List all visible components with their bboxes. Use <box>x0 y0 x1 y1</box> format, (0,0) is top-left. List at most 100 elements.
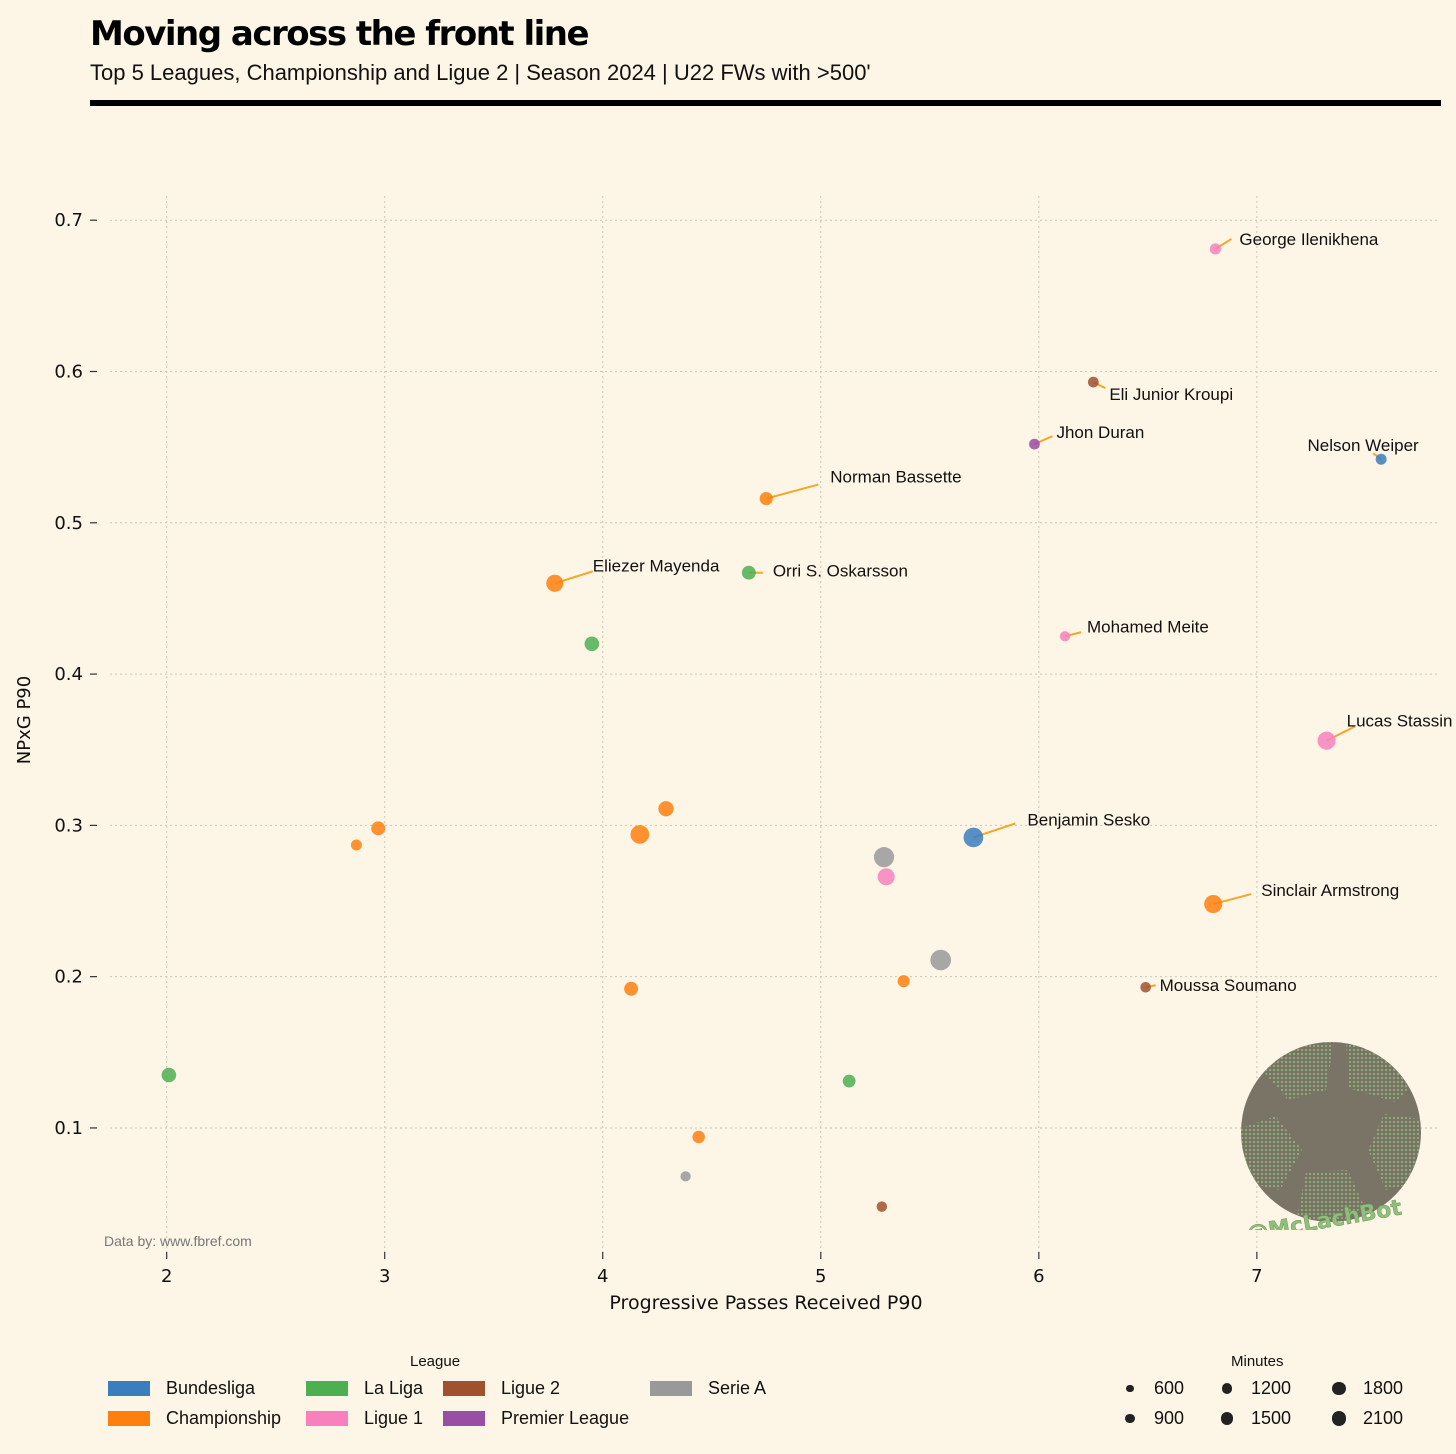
legend-item: La Liga <box>306 1378 423 1399</box>
legend-swatch <box>108 1381 150 1396</box>
legend-swatch <box>443 1381 485 1396</box>
y-tick-label: 0.1 <box>54 1118 83 1139</box>
data-point <box>877 868 895 886</box>
data-credit: Data by: www.fbref.com <box>104 1233 252 1249</box>
point-label: Orri S. Oskarsson <box>773 562 908 581</box>
legend-label: Serie A <box>708 1378 767 1398</box>
point-label: George Ilenikhena <box>1239 230 1378 249</box>
point-label: Eliezer Mayenda <box>593 556 720 575</box>
point-label: Moussa Soumano <box>1160 976 1297 995</box>
minutes-legend-title: Minutes <box>1231 1353 1284 1370</box>
data-point <box>1059 631 1071 642</box>
title-rule <box>90 100 1441 106</box>
data-points <box>161 243 1387 1212</box>
size-legend-item: 2100 <box>1331 1408 1404 1429</box>
data-point <box>1029 438 1040 450</box>
data-point <box>1140 981 1151 993</box>
data-point <box>1087 376 1099 388</box>
y-axis-ticks: 0.1 0.2 0.3 0.4 0.5 0.6 0.7 <box>54 210 97 1139</box>
point-label: Mohamed Meite <box>1087 617 1209 636</box>
data-point <box>350 839 362 851</box>
x-axis-label: Progressive Passes Received P90 <box>609 1292 922 1314</box>
data-point <box>584 636 600 652</box>
size-legend-label: 1200 <box>1250 1378 1292 1398</box>
y-tick-label: 0.7 <box>54 210 83 231</box>
y-tick-label: 0.2 <box>54 967 83 988</box>
legend-item: Championship <box>108 1408 281 1429</box>
y-axis-label: NPxG P90 <box>14 676 35 764</box>
legend-item: Bundesliga <box>108 1378 255 1399</box>
size-legend-dot <box>1221 1383 1233 1394</box>
size-legend-dot <box>1220 1412 1234 1425</box>
y-tick-label: 0.3 <box>54 815 83 836</box>
point-label: Eli Junior Kroupi <box>1109 385 1233 404</box>
data-point <box>741 565 756 580</box>
chart-title: Moving across the front line <box>90 14 590 54</box>
data-point <box>546 574 564 592</box>
soccer-ball-logo: @McLachBot <box>1241 1042 1421 1230</box>
data-point <box>759 491 773 506</box>
point-label: Nelson Weiper <box>1308 436 1420 455</box>
size-legend-label: 2100 <box>1362 1408 1404 1428</box>
size-legend-dot <box>1331 1411 1347 1426</box>
chart-subtitle: Top 5 Leagues, Championship and Ligue 2 … <box>90 60 871 85</box>
legend-swatch <box>650 1381 692 1396</box>
size-legend-item: 1200 <box>1221 1378 1292 1399</box>
data-point <box>371 821 386 836</box>
x-tick-label: 5 <box>815 1266 826 1287</box>
annotation-line <box>766 483 819 500</box>
data-point <box>930 949 952 971</box>
size-legend-item: 900 <box>1125 1408 1184 1429</box>
x-tick-label: 2 <box>161 1266 172 1287</box>
legend-label: Premier League <box>501 1408 630 1428</box>
data-point <box>963 827 984 848</box>
legend-swatch <box>108 1411 150 1426</box>
legend-label: Ligue 2 <box>501 1378 561 1398</box>
y-tick-label: 0.5 <box>54 513 83 534</box>
point-label: Lucas Stassin <box>1347 712 1453 731</box>
point-label: Benjamin Sesko <box>1027 810 1150 829</box>
legend-label: Championship <box>166 1408 282 1428</box>
league-legend-title: League <box>410 1353 461 1370</box>
legend-item: Serie A <box>650 1378 766 1399</box>
y-tick-label: 0.6 <box>54 361 83 382</box>
data-point <box>161 1067 177 1083</box>
x-tick-label: 6 <box>1033 1266 1044 1287</box>
legend-label: Ligue 1 <box>364 1408 424 1428</box>
legend-item: Premier League <box>443 1408 629 1429</box>
data-point <box>630 825 650 844</box>
data-point <box>842 1074 856 1088</box>
data-point <box>873 847 895 868</box>
size-legend-dot <box>1126 1384 1134 1393</box>
data-point <box>692 1130 705 1144</box>
data-point <box>658 801 674 817</box>
size-legend-label: 600 <box>1153 1378 1185 1398</box>
data-point <box>1375 453 1387 465</box>
point-label: Norman Bassette <box>830 468 961 487</box>
size-legend-item: 1500 <box>1220 1408 1292 1429</box>
grid-lines <box>110 196 1440 1252</box>
data-point <box>1204 894 1223 914</box>
legend-item: Ligue 1 <box>306 1408 423 1429</box>
x-tick-label: 4 <box>597 1266 608 1287</box>
size-legend-label: 1800 <box>1362 1378 1404 1398</box>
x-tick-label: 3 <box>379 1266 390 1287</box>
legend-swatch <box>306 1381 348 1396</box>
data-point <box>680 1171 691 1182</box>
data-point <box>624 981 639 996</box>
legend-swatch <box>306 1411 348 1426</box>
data-point <box>897 975 910 988</box>
point-labels: Benjamin Sesko Lucas Stassin Sinclair Arms… <box>593 230 1453 995</box>
point-label: Jhon Duran <box>1056 423 1144 442</box>
legend-label: La Liga <box>364 1378 424 1398</box>
size-legend-item: 1800 <box>1332 1378 1403 1399</box>
data-point <box>1317 731 1336 750</box>
y-tick-label: 0.4 <box>54 664 83 685</box>
size-legend-dot <box>1332 1381 1346 1396</box>
point-label: Sinclair Armstrong <box>1261 881 1399 900</box>
legend-item: Ligue 2 <box>443 1378 560 1399</box>
size-legend-dot <box>1125 1413 1135 1424</box>
size-legend-label: 1500 <box>1250 1408 1292 1428</box>
data-point <box>1209 243 1222 255</box>
